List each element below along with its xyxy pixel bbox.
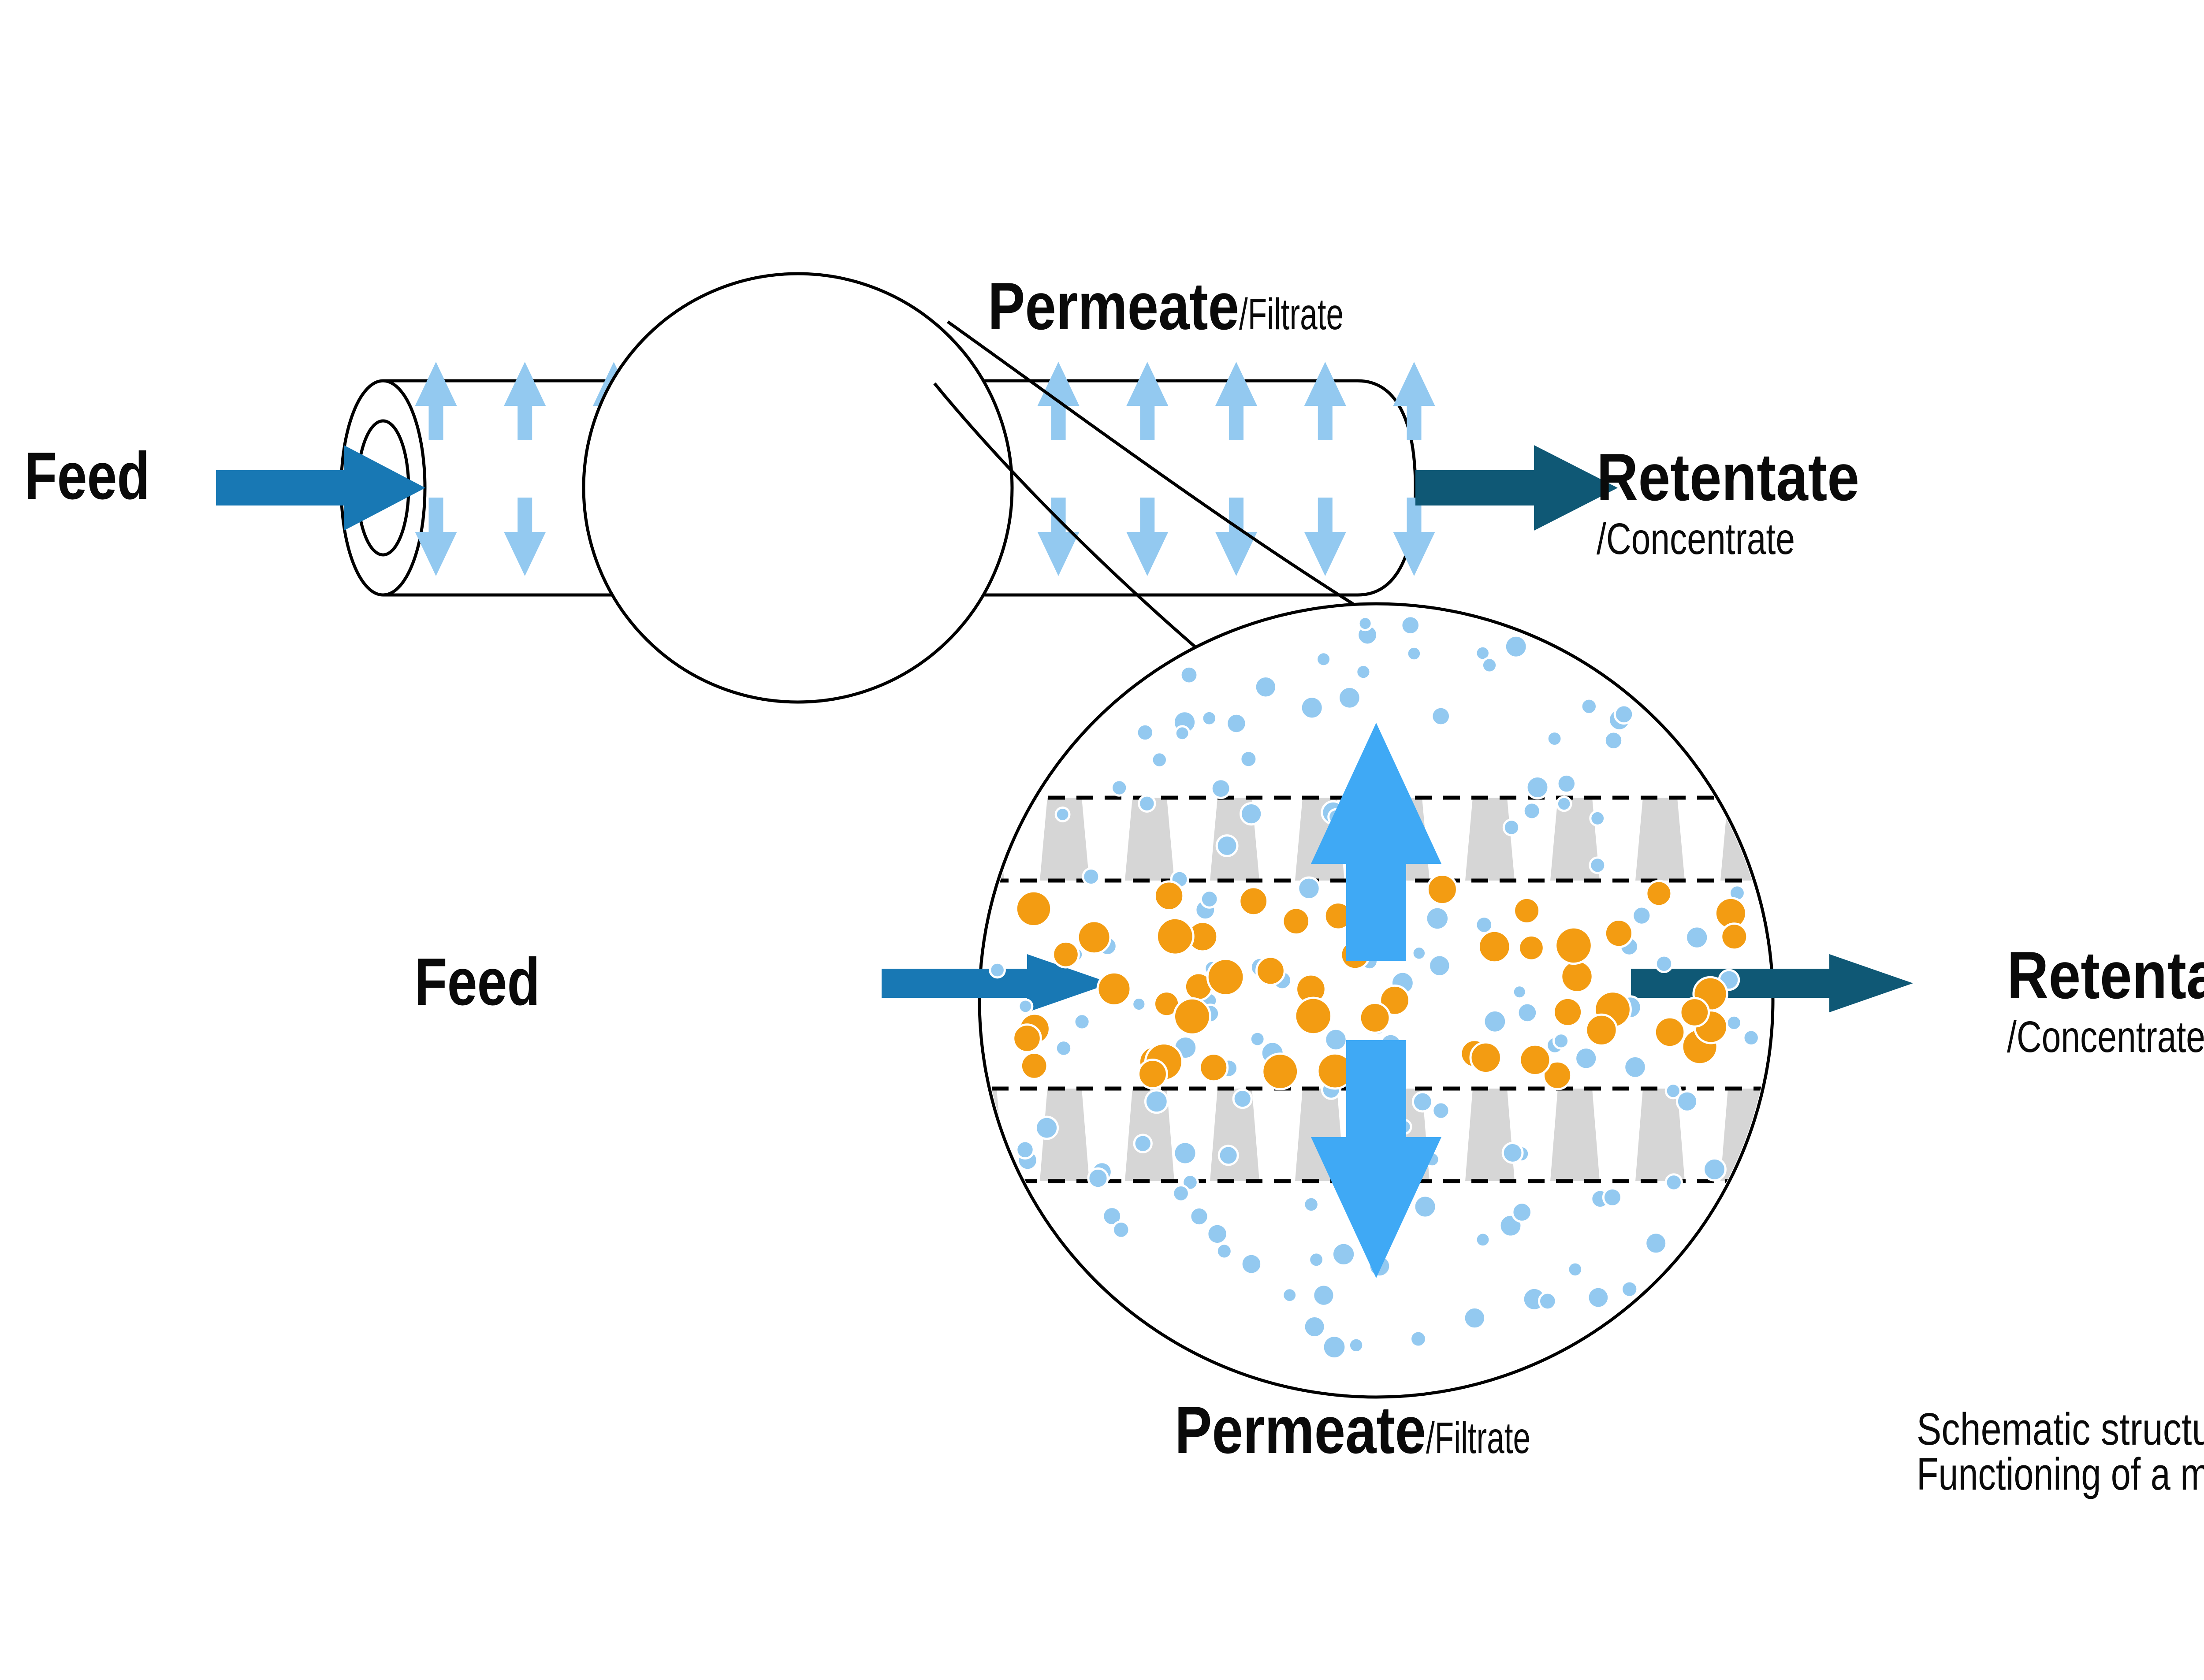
svg-text:Feed: Feed [414,944,540,1019]
svg-text:/Concentrate: /Concentrate [1597,514,1795,564]
svg-text:Retentate: Retentate [1597,440,1859,515]
svg-text:/Filtrate: /Filtrate [1426,1413,1530,1463]
svg-text:Permeate: Permeate [988,269,1239,344]
svg-text:/Concentrate: /Concentrate [2007,1012,2204,1062]
svg-text:Permeate: Permeate [1175,1393,1426,1468]
svg-text:Schematic structure and: Schematic structure and [1917,1404,2204,1454]
svg-text:Feed: Feed [24,439,150,513]
svg-text:Functioning of a membrane: Functioning of a membrane [1917,1449,2204,1499]
svg-text:Retentate: Retentate [2007,938,2204,1013]
svg-text:/Filtrate: /Filtrate [1239,290,1344,339]
